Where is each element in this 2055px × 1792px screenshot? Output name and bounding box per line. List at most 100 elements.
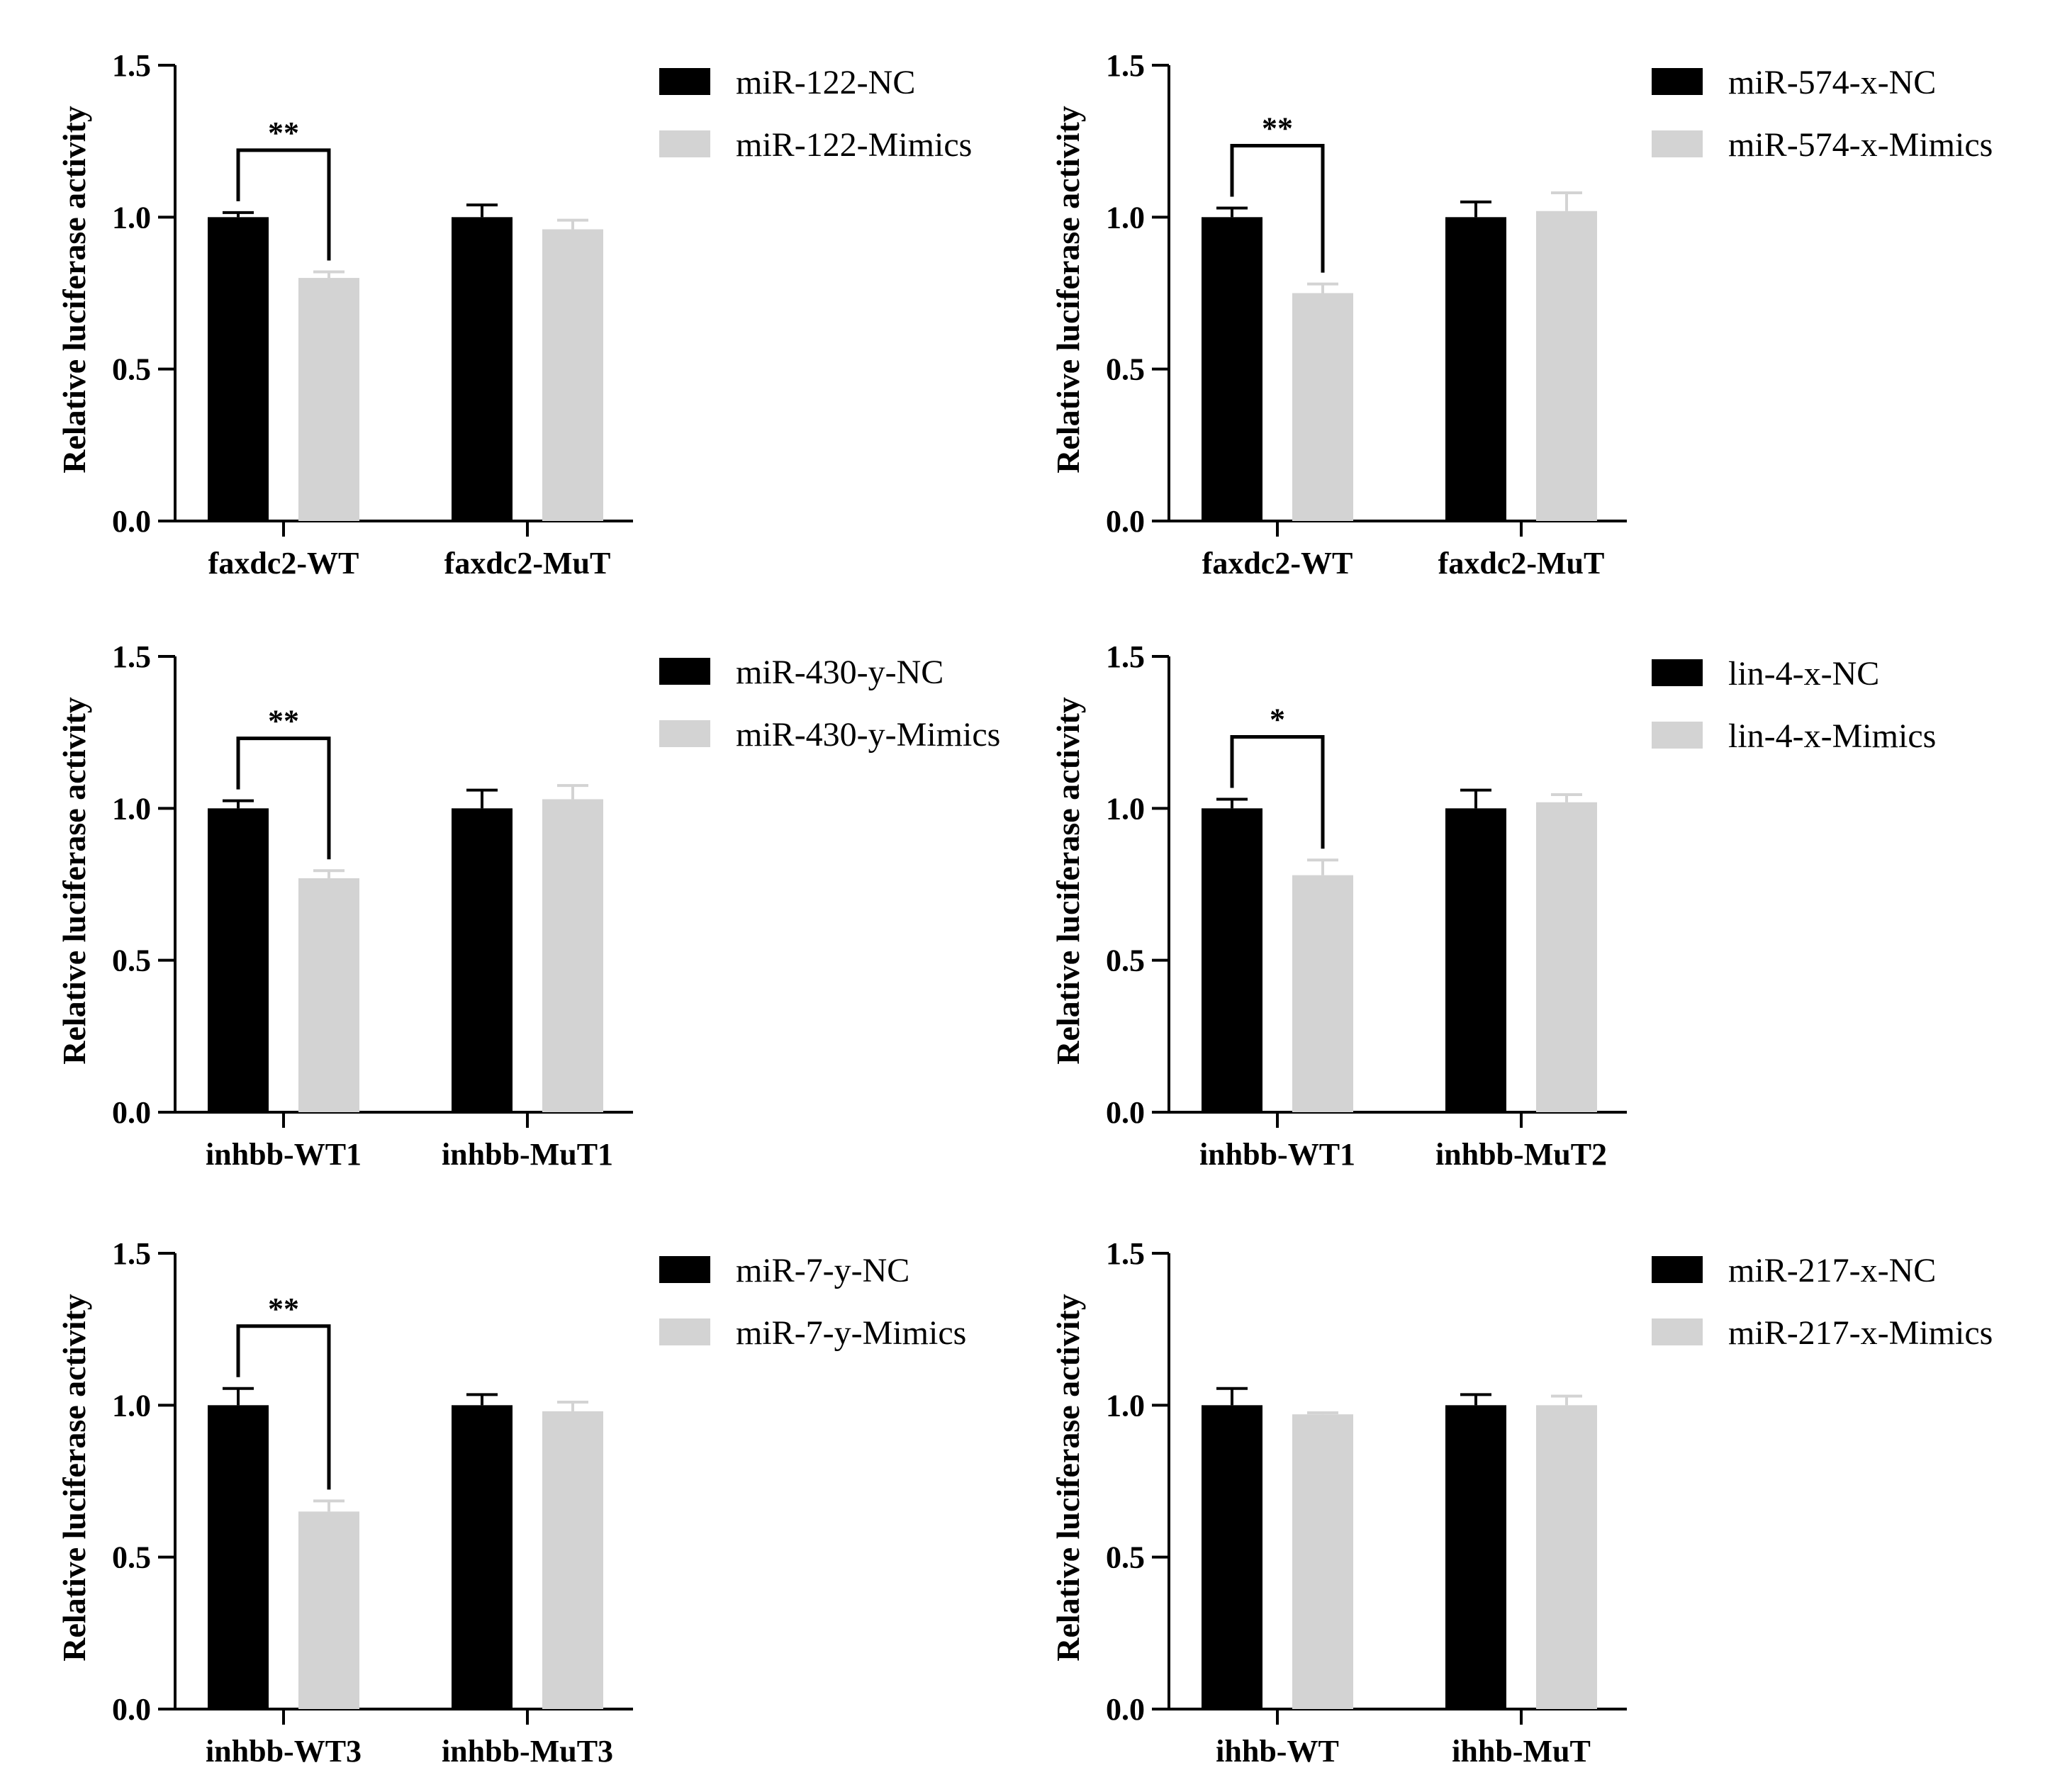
y-tick-label: 1.0 — [112, 200, 151, 235]
significance-bracket — [1230, 143, 1325, 273]
bar-mimics-inhbb-MuT2 — [1536, 802, 1597, 1112]
significance-bracket — [236, 737, 331, 860]
chart-panel-5: 0.0 0.5 1.0 1.5 Relative luciferase activity… — [56, 1236, 966, 1769]
y-axis-title: Relative luciferase activity — [1050, 1294, 1086, 1662]
bar-nc-ihhb-MuT — [1445, 1405, 1506, 1709]
bar-mimics-faxdc2-WT — [298, 278, 359, 521]
bar-mimics-inhbb-WT3 — [298, 1511, 359, 1709]
bar-mimics-faxdc2-WT — [1292, 293, 1353, 521]
legend-label: miR-122-Mimics — [736, 126, 972, 164]
bar-nc-inhbb-WT1 — [1202, 808, 1262, 1112]
legend-swatch-nc — [659, 1256, 710, 1283]
significance-label: ** — [268, 1292, 299, 1326]
legend-label: miR-7-y-NC — [736, 1252, 909, 1289]
y-tick-label: 0.0 — [1106, 504, 1145, 539]
y-tick-label: 0.5 — [112, 352, 151, 387]
y-axis-title: Relative luciferase activity — [1050, 106, 1086, 474]
y-tick-label: 1.5 — [112, 48, 151, 83]
chart-panel-4: 0.0 0.5 1.0 1.5 Relative luciferase activity… — [1050, 639, 1936, 1172]
y-tick-label: 1.0 — [1106, 200, 1145, 235]
category-label: inhbb-WT3 — [206, 1734, 362, 1769]
category-label: ihhb-WT — [1216, 1734, 1339, 1769]
significance-label: ** — [1262, 111, 1293, 145]
bar-mimics-ihhb-MuT — [1536, 1405, 1597, 1709]
bar-mimics-inhbb-WT1 — [1292, 875, 1353, 1112]
y-tick-label: 0.0 — [1106, 1095, 1145, 1130]
y-tick-label: 1.0 — [112, 791, 151, 826]
chart-panel-1: 0.0 0.5 1.0 1.5 Relative luciferase activity… — [56, 48, 972, 581]
y-tick-label: 1.0 — [1106, 791, 1145, 826]
bar-mimics-faxdc2-MuT — [542, 229, 603, 521]
legend-swatch-nc — [1652, 659, 1703, 686]
bar-nc-faxdc2-WT — [1202, 217, 1262, 521]
category-label: faxdc2-WT — [208, 546, 359, 581]
legend-label: lin-4-x-NC — [1728, 655, 1879, 693]
bar-nc-faxdc2-WT — [208, 217, 269, 521]
significance-bracket — [236, 148, 331, 261]
legend-label: lin-4-x-Mimics — [1728, 717, 1936, 755]
y-tick-label: 1.5 — [112, 639, 151, 674]
bar-mimics-inhbb-MuT1 — [542, 799, 603, 1112]
legend-label: miR-217-x-NC — [1728, 1252, 1936, 1289]
bar-nc-inhbb-WT1 — [208, 808, 269, 1112]
bar-mimics-ihhb-WT — [1292, 1414, 1353, 1709]
y-tick-label: 0.0 — [112, 504, 151, 539]
legend-swatch-mimics — [659, 1318, 710, 1345]
significance-label: * — [1270, 702, 1285, 737]
category-label: inhbb-MuT2 — [1435, 1137, 1607, 1172]
y-tick-label: 1.0 — [1106, 1388, 1145, 1423]
category-label: inhbb-MuT3 — [442, 1734, 613, 1769]
y-tick-label: 1.5 — [112, 1236, 151, 1271]
chart-panel-6: 0.0 0.5 1.0 1.5 Relative luciferase activity… — [1050, 1236, 1993, 1769]
legend-label: miR-430-y-Mimics — [736, 716, 1000, 754]
bar-mimics-inhbb-WT1 — [298, 878, 359, 1112]
y-tick-label: 1.5 — [1106, 1236, 1145, 1271]
bar-nc-inhbb-MuT1 — [452, 808, 513, 1112]
significance-label: ** — [268, 116, 299, 150]
category-label: inhbb-WT1 — [1199, 1137, 1355, 1172]
legend-label: miR-574-x-Mimics — [1728, 126, 1993, 164]
y-tick-label: 0.5 — [1106, 352, 1145, 387]
bar-nc-faxdc2-MuT — [1445, 217, 1506, 521]
legend-swatch-mimics — [1652, 1318, 1703, 1345]
bar-nc-inhbb-WT3 — [208, 1405, 269, 1709]
bar-mimics-inhbb-MuT3 — [542, 1411, 603, 1709]
legend-swatch-mimics — [1652, 722, 1703, 749]
category-label: faxdc2-MuT — [1438, 546, 1605, 581]
category-label: inhbb-WT1 — [206, 1137, 362, 1172]
bar-nc-inhbb-MuT3 — [452, 1405, 513, 1709]
y-tick-label: 1.5 — [1106, 48, 1145, 83]
bar-nc-ihhb-WT — [1202, 1405, 1262, 1709]
legend-label: miR-217-x-Mimics — [1728, 1314, 1993, 1352]
legend-swatch-mimics — [659, 720, 710, 747]
y-tick-label: 0.0 — [1106, 1692, 1145, 1727]
bar-mimics-faxdc2-MuT — [1536, 211, 1597, 521]
significance-label: ** — [268, 704, 299, 739]
y-tick-label: 0.5 — [1106, 1540, 1145, 1575]
category-label: ihhb-MuT — [1452, 1734, 1591, 1769]
legend-swatch-mimics — [1652, 130, 1703, 157]
y-tick-label: 0.5 — [112, 943, 151, 978]
significance-bracket — [1230, 734, 1325, 849]
y-tick-label: 0.5 — [1106, 943, 1145, 978]
y-axis-title: Relative luciferase activity — [56, 106, 92, 474]
bar-nc-faxdc2-MuT — [452, 217, 513, 521]
category-label: faxdc2-WT — [1202, 546, 1353, 581]
chart-panel-2: 0.0 0.5 1.0 1.5 Relative luciferase activity… — [1050, 48, 1993, 581]
legend-label: miR-430-y-NC — [736, 654, 943, 691]
significance-bracket — [236, 1324, 331, 1490]
bar-nc-inhbb-MuT2 — [1445, 808, 1506, 1112]
legend-swatch-mimics — [659, 130, 710, 157]
y-tick-label: 0.0 — [112, 1692, 151, 1727]
legend-label: miR-122-NC — [736, 64, 915, 101]
y-axis-title: Relative luciferase activity — [56, 697, 92, 1065]
legend-label: miR-574-x-NC — [1728, 64, 1936, 101]
legend-swatch-nc — [659, 68, 710, 95]
y-tick-label: 0.5 — [112, 1540, 151, 1575]
y-tick-label: 0.0 — [112, 1095, 151, 1130]
legend-swatch-nc — [1652, 68, 1703, 95]
y-axis-title: Relative luciferase activity — [56, 1294, 92, 1662]
y-axis-title: Relative luciferase activity — [1050, 697, 1086, 1065]
y-tick-label: 1.0 — [112, 1388, 151, 1423]
category-label: faxdc2-MuT — [444, 546, 611, 581]
